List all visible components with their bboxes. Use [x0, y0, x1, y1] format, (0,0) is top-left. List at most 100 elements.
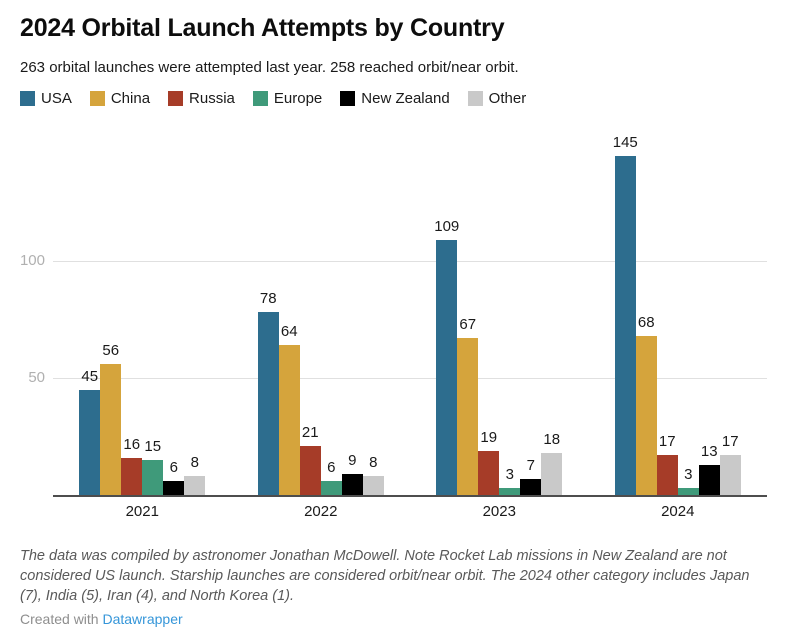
- bar-col-usa-2021: 45: [79, 135, 101, 495]
- bar-russia-2022[interactable]: [299, 445, 321, 495]
- bar-usa-2024[interactable]: [614, 155, 636, 495]
- bar-value-label: 67: [459, 315, 477, 333]
- bar-new-zealand-2024[interactable]: [698, 464, 720, 495]
- bar-other-2022[interactable]: [362, 475, 384, 495]
- bar-value-label: 3: [684, 465, 693, 483]
- bar-value-label: 3: [505, 465, 514, 483]
- legend-item-russia: Russia: [168, 89, 235, 107]
- bar-value-label: 19: [480, 428, 498, 446]
- bar-value-label: 16: [123, 435, 141, 453]
- y-tick-label: 50: [28, 368, 45, 386]
- bar-col-russia-2021: 16: [121, 135, 143, 495]
- bar-russia-2023[interactable]: [478, 450, 500, 495]
- bar-col-china-2023: 67: [457, 135, 479, 495]
- bar-other-2023[interactable]: [541, 452, 563, 495]
- bar-value-label: 64: [280, 322, 298, 340]
- bar-value-label: 8: [190, 453, 199, 471]
- bar-value-label: 17: [658, 432, 676, 450]
- legend-swatch-russia: [168, 90, 184, 106]
- bar-value-label: 145: [612, 133, 638, 151]
- bar-col-usa-2024: 145: [612, 133, 638, 495]
- bar-col-russia-2023: 19: [478, 135, 500, 495]
- legend-swatch-china: [89, 90, 105, 106]
- bar-col-europe-2021: 15: [142, 135, 164, 495]
- bar-col-other-2021: 8: [184, 135, 206, 495]
- bar-russia-2021[interactable]: [121, 457, 143, 495]
- datawrapper-link[interactable]: Datawrapper: [102, 610, 183, 627]
- legend-label: New Zealand: [361, 89, 450, 107]
- bar-value-label: 6: [327, 458, 336, 476]
- bar-col-russia-2024: 17: [656, 135, 678, 495]
- bar-col-china-2024: 68: [635, 135, 657, 495]
- bar-col-new-zealand-2022: 9: [341, 135, 363, 495]
- bar-europe-2023[interactable]: [499, 487, 521, 495]
- bar-russia-2024[interactable]: [656, 454, 678, 495]
- bar-col-china-2022: 64: [278, 135, 300, 495]
- y-tick-label: 100: [19, 251, 45, 269]
- bar-other-2024[interactable]: [719, 454, 741, 495]
- bar-col-usa-2022: 78: [257, 135, 279, 495]
- bar-new-zealand-2023[interactable]: [520, 478, 542, 495]
- bar-china-2022[interactable]: [278, 344, 300, 495]
- legend-label: Russia: [189, 89, 235, 107]
- bar-china-2024[interactable]: [635, 335, 657, 495]
- bar-value-label: 9: [348, 451, 357, 469]
- bar-col-other-2023: 18: [541, 135, 563, 495]
- bar-value-label: 15: [144, 437, 162, 455]
- bar-usa-2023[interactable]: [436, 239, 458, 495]
- bar-value-label: 8: [369, 453, 378, 471]
- bar-usa-2022[interactable]: [257, 311, 279, 495]
- bar-col-russia-2022: 21: [299, 135, 321, 495]
- bar-col-usa-2023: 109: [434, 135, 459, 495]
- legend-item-europe: Europe: [252, 90, 322, 106]
- legend-swatch-usa: [20, 90, 35, 106]
- bar-new-zealand-2021[interactable]: [163, 480, 185, 495]
- chart-title: 2024 Orbital Launch Attempts by Country: [20, 14, 505, 42]
- bar-new-zealand-2022[interactable]: [341, 473, 363, 495]
- bar-group-2023: 109 67 19 3 7 18: [410, 135, 589, 495]
- chart-footnote: The data was compiled by astronomer Jona…: [20, 547, 750, 604]
- bar-value-label: 17: [721, 432, 739, 450]
- bar-col-other-2024: 17: [719, 135, 741, 495]
- bar-group-2024: 145 68 17 3 13 17: [589, 133, 768, 495]
- chart-subtitle: 263 orbital launches were attempted last…: [20, 59, 519, 76]
- bar-col-new-zealand-2021: 6: [163, 135, 185, 495]
- bar-other-2021[interactable]: [184, 475, 206, 495]
- bar-europe-2022[interactable]: [320, 480, 342, 495]
- credit-line: Created with Datawrapper: [20, 611, 767, 627]
- gridline-rule: [53, 377, 767, 379]
- legend: USA China Russia Europe New Zealand Other: [20, 89, 767, 107]
- legend-item-new-zealand: New Zealand: [340, 89, 450, 107]
- bar-col-new-zealand-2023: 7: [520, 135, 542, 495]
- x-axis-label-2021: 2021: [125, 502, 159, 520]
- bar-value-label: 56: [102, 341, 120, 359]
- gridline-rule: [53, 260, 767, 262]
- bar-usa-2021[interactable]: [79, 389, 101, 495]
- plot-area: 50 100 45 56 16 15 6 8 78 64 21 6 9 8 109 67 19 3 7 18 145 68…: [20, 133, 768, 497]
- x-axis-baseline: [53, 494, 767, 497]
- bar-value-label: 21: [301, 423, 319, 441]
- legend-label: USA: [41, 89, 72, 107]
- bar-value-label: 6: [169, 458, 178, 476]
- bar-value-label: 18: [543, 430, 561, 448]
- x-axis-label-2024: 2024: [661, 502, 695, 520]
- bar-col-china-2021: 56: [100, 135, 122, 495]
- x-axis-label-2023: 2023: [482, 502, 516, 520]
- legend-label: Other: [488, 89, 527, 107]
- legend-swatch-new-zealand: [340, 90, 356, 106]
- bar-europe-2024[interactable]: [677, 487, 699, 495]
- legend-item-china: China: [89, 89, 151, 107]
- bar-group-2022: 78 64 21 6 9 8: [232, 135, 411, 495]
- bar-value-label: 78: [259, 289, 277, 307]
- bar-col-europe-2023: 3: [499, 135, 521, 495]
- bar-europe-2021[interactable]: [142, 459, 164, 495]
- legend-swatch-europe: [252, 90, 268, 106]
- bar-value-label: 7: [526, 456, 535, 474]
- legend-item-other: Other: [467, 89, 527, 107]
- bar-china-2021[interactable]: [100, 363, 122, 495]
- legend-label: China: [110, 89, 151, 107]
- bar-value-label: 68: [637, 313, 655, 331]
- x-axis-labels: 2021 2022 2023 2024: [53, 495, 767, 520]
- bar-china-2023[interactable]: [457, 337, 479, 495]
- bar-col-europe-2024: 3: [677, 135, 699, 495]
